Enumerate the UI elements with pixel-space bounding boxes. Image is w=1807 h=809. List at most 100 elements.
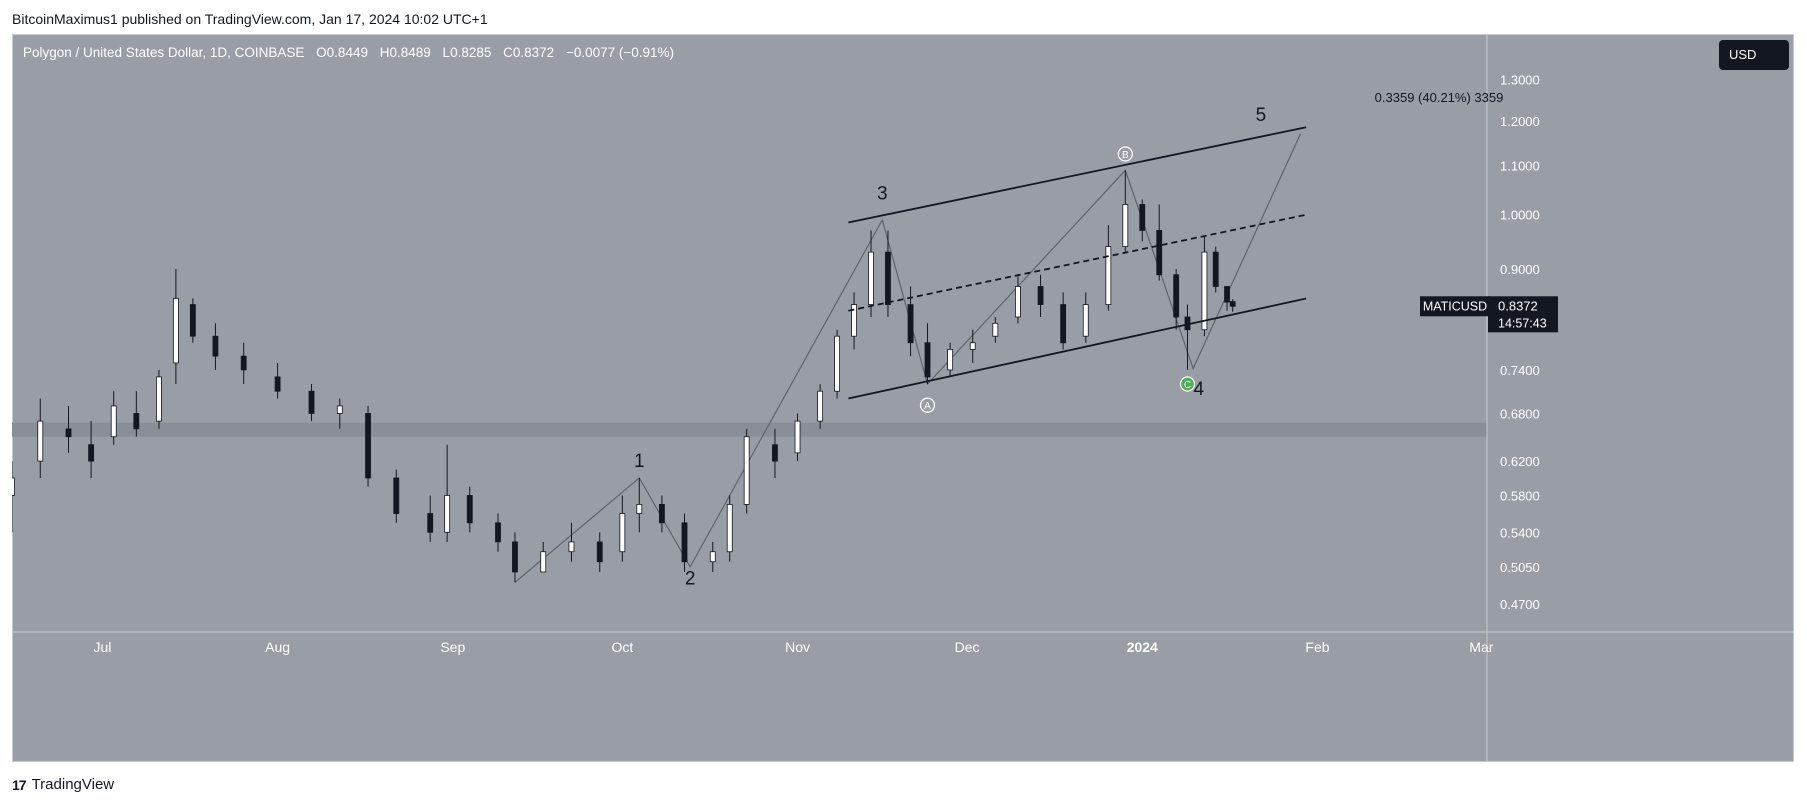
candle-body xyxy=(596,541,603,563)
candle xyxy=(924,323,931,385)
candle xyxy=(1122,170,1129,253)
y-tick-label: 1.1000 xyxy=(1500,159,1540,174)
candle-body xyxy=(868,251,874,305)
tradingview-logo-icon: 17 xyxy=(12,776,27,793)
candle-body xyxy=(212,335,219,357)
price-tag-ticker: MATICUSD xyxy=(1423,299,1487,313)
candle-body xyxy=(1224,286,1230,303)
candle xyxy=(1229,299,1236,312)
candle-body xyxy=(1156,230,1163,276)
x-tick-label: Dec xyxy=(955,639,980,655)
support-zone xyxy=(12,422,1487,437)
candle xyxy=(133,391,140,437)
candle xyxy=(851,292,857,350)
candle-body xyxy=(726,504,733,553)
y-tick-label: 1.2000 xyxy=(1500,114,1540,129)
candle-body xyxy=(512,541,518,573)
candle-body xyxy=(743,436,750,505)
y-tick-label: 0.5050 xyxy=(1500,560,1540,575)
candle-body xyxy=(308,390,315,414)
candle xyxy=(466,486,473,533)
candle xyxy=(212,323,219,370)
candle xyxy=(659,495,665,533)
high-label: H xyxy=(379,45,390,60)
candle xyxy=(512,532,518,583)
candle-body xyxy=(681,522,688,563)
candle-body xyxy=(1212,251,1219,287)
currency-button[interactable]: USD xyxy=(1719,40,1789,70)
candle-body xyxy=(924,342,931,378)
channel-lower-line xyxy=(848,297,1307,400)
candle xyxy=(365,405,371,487)
y-tick-label: 0.7400 xyxy=(1500,363,1540,378)
candle-body xyxy=(540,551,547,573)
candle-body xyxy=(393,477,400,514)
candle-body xyxy=(65,428,72,438)
candle xyxy=(568,522,575,562)
candle-body xyxy=(466,495,473,524)
candle-body xyxy=(37,420,44,462)
x-tick-label: Feb xyxy=(1305,639,1329,655)
candle xyxy=(1173,269,1180,330)
candle xyxy=(240,342,247,385)
symbol-legend[interactable]: Polygon / United States Dollar, 1D, COIN… xyxy=(23,45,674,60)
high-value: 0.8489 xyxy=(389,45,431,60)
candle xyxy=(772,428,778,478)
wave-label: B xyxy=(1122,150,1129,161)
wave-label: 4 xyxy=(1193,379,1204,400)
candle-body xyxy=(1201,251,1208,331)
candle xyxy=(1212,246,1219,293)
price-tag-bg xyxy=(1488,296,1558,333)
candle-body xyxy=(636,504,643,514)
published-by-text: BitcoinMaximus1 published on TradingView… xyxy=(12,11,488,27)
tradingview-logo[interactable]: 17 TradingView xyxy=(12,776,114,793)
candle-body xyxy=(1015,286,1021,318)
candle xyxy=(1139,199,1146,242)
candle-body xyxy=(156,376,162,422)
x-tick-label: Jul xyxy=(93,639,111,655)
candle-body xyxy=(88,444,95,462)
candle xyxy=(274,362,281,399)
candle xyxy=(834,329,840,399)
candle-body xyxy=(240,355,247,371)
candle-body xyxy=(1105,246,1112,305)
y-tick-label: 0.9000 xyxy=(1500,262,1540,277)
candle-body xyxy=(834,335,840,392)
candle xyxy=(885,230,891,317)
candle xyxy=(1082,292,1089,343)
candle-body xyxy=(907,304,914,344)
candle xyxy=(37,398,44,478)
candle-body xyxy=(133,413,140,430)
candle xyxy=(110,391,117,445)
measurement-label: 0.3359 (40.21%) 3359 xyxy=(1375,90,1504,105)
candle-body xyxy=(992,322,999,337)
candle xyxy=(156,369,162,429)
x-tick-label: Mar xyxy=(1469,639,1493,655)
candle xyxy=(540,541,547,573)
candle xyxy=(65,405,72,453)
x-tick-label: Oct xyxy=(611,639,633,655)
candle xyxy=(1184,304,1191,370)
candle-body xyxy=(110,405,117,438)
candle xyxy=(636,477,643,533)
candlestick-chart[interactable]: 0.4700 0.5050 0.5400 0.5800 0.6200 0.6800 0.74… xyxy=(12,34,1794,762)
wave-label: A xyxy=(924,401,931,412)
y-tick-label: 0.5400 xyxy=(1500,525,1540,540)
wave-circle-a xyxy=(919,397,936,413)
change-value: −0.0077 (−0.91%) xyxy=(565,45,675,60)
candle-body xyxy=(794,420,801,454)
candle-body xyxy=(1139,204,1146,231)
candle xyxy=(172,269,179,385)
price-tag-value: 0.8372 xyxy=(1498,298,1538,313)
candle xyxy=(308,384,315,422)
candle xyxy=(969,329,976,363)
candle xyxy=(947,342,954,377)
tradingview-logo-text: TradingView xyxy=(31,776,115,793)
candle-body xyxy=(659,504,665,524)
channel-middle-line xyxy=(848,213,1307,312)
candle xyxy=(681,513,688,572)
close-label: C xyxy=(503,45,513,60)
candle xyxy=(427,495,434,542)
y-tick-label: 0.4700 xyxy=(1500,597,1540,612)
candle-body xyxy=(817,390,824,422)
